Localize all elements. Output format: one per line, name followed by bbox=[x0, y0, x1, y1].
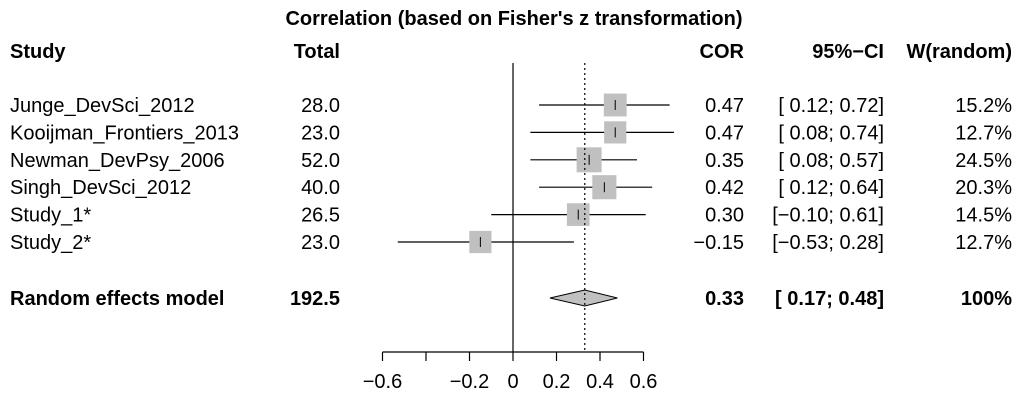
chart-title: Correlation (based on Fisher's z transfo… bbox=[285, 8, 742, 30]
study-cor: 0.35 bbox=[705, 150, 744, 172]
x-tick-label: 0.6 bbox=[630, 371, 658, 393]
header-total: Total bbox=[294, 41, 340, 63]
study-weight: 15.2% bbox=[955, 95, 1012, 117]
study-total: 28.0 bbox=[301, 95, 340, 117]
study-weight: 12.7% bbox=[955, 122, 1012, 144]
x-axis: −0.6 −0.2 0 0.2 0.4 0.6 bbox=[363, 63, 658, 393]
x-tick-label: 0.4 bbox=[586, 371, 614, 393]
study-total: 23.0 bbox=[301, 122, 340, 144]
study-ci: [ 0.12; 0.64] bbox=[778, 177, 884, 199]
x-tick-label: −0.2 bbox=[450, 371, 489, 393]
study-name: Singh_DevSci_2012 bbox=[10, 177, 191, 199]
summary-ci: [ 0.17; 0.48] bbox=[775, 288, 884, 310]
header-cor: COR bbox=[700, 41, 745, 63]
study-cor: 0.47 bbox=[705, 95, 744, 117]
study-ci: [−0.53; 0.28] bbox=[772, 232, 884, 254]
study-weight: 20.3% bbox=[955, 177, 1012, 199]
summary-label: Random effects model bbox=[10, 288, 224, 310]
study-total: 40.0 bbox=[301, 177, 340, 199]
study-total: 23.0 bbox=[301, 232, 340, 254]
study-total: 52.0 bbox=[301, 150, 340, 172]
x-tick-label: 0.2 bbox=[543, 371, 571, 393]
summary-cor: 0.33 bbox=[705, 288, 744, 310]
study-cor: 0.30 bbox=[705, 205, 744, 227]
study-cor: 0.47 bbox=[705, 122, 744, 144]
x-tick-label: −0.6 bbox=[363, 371, 402, 393]
study-ci: [ 0.08; 0.57] bbox=[778, 150, 884, 172]
study-name: Study_1* bbox=[10, 205, 91, 227]
study-weight: 12.7% bbox=[955, 232, 1012, 254]
x-tick-label: 0 bbox=[507, 371, 518, 393]
summary-diamond bbox=[549, 289, 618, 307]
study-name: Junge_DevSci_2012 bbox=[10, 95, 195, 117]
header-weight: W(random) bbox=[906, 41, 1012, 63]
study-cor: 0.42 bbox=[705, 177, 744, 199]
study-rows: Junge_DevSci_2012 28.0 0.47 [ 0.12; 0.72] 15… bbox=[10, 93, 1012, 310]
study-name: Kooijman_Frontiers_2013 bbox=[10, 122, 239, 144]
summary-total: 192.5 bbox=[290, 288, 340, 310]
study-cor: −0.15 bbox=[693, 232, 744, 254]
study-name: Newman_DevPsy_2006 bbox=[10, 150, 225, 172]
study-weight: 24.5% bbox=[955, 150, 1012, 172]
study-total: 26.5 bbox=[301, 205, 340, 227]
study-name: Study_2* bbox=[10, 232, 91, 254]
study-ci: [−0.10; 0.61] bbox=[772, 205, 884, 227]
study-ci: [ 0.08; 0.74] bbox=[778, 122, 884, 144]
summary-weight: 100% bbox=[961, 288, 1012, 310]
study-ci: [ 0.12; 0.72] bbox=[778, 95, 884, 117]
study-weight: 14.5% bbox=[955, 205, 1012, 227]
header-ci: 95%−CI bbox=[812, 41, 884, 63]
header-study: Study bbox=[10, 41, 66, 63]
